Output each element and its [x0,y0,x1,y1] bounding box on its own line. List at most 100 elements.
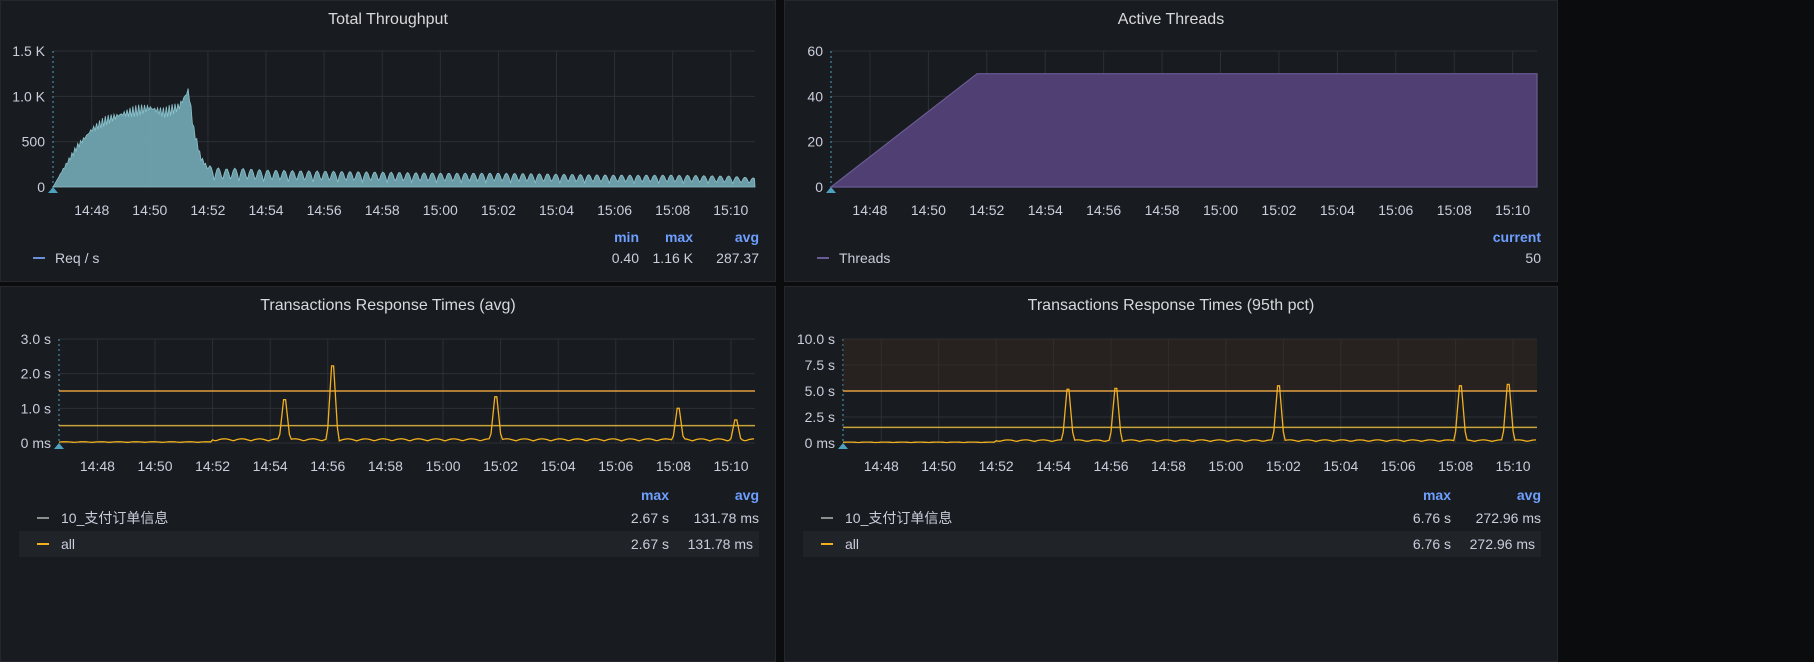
x-tick-label: 14:52 [979,458,1014,474]
legend-header-avg[interactable]: avg [734,229,759,245]
threshold-band-critical [843,339,1537,391]
annotation-marker-icon [838,443,848,449]
chart-svg: 1.5 K 1.0 K 500 0 14:48 14:50 14:52 14:54 14:56 1… [12,43,756,218]
series-color-swatch [821,543,833,545]
x-tick-label: 15:00 [1208,458,1243,474]
x-tick-label: 14:50 [132,202,167,218]
panel-response-times-95th[interactable]: Transactions Response Times (95th pct) 1… [784,286,1558,662]
legend-header-max[interactable]: max [1422,487,1451,503]
x-tick-label: 14:52 [969,202,1004,218]
panel-title[interactable]: Total Throughput [328,11,448,28]
chart-plot-area[interactable]: 10.0 s 7.5 s 5.0 s 2.5 s 0 ms 14:48 14:50 14:52… [793,329,1551,479]
chart-plot-area[interactable]: 1.5 K 1.0 K 500 0 14:48 14:50 14:52 14:54 14:56 1… [9,41,769,223]
legend-header-max[interactable]: max [640,487,669,503]
x-tick-label: 15:08 [1438,458,1473,474]
x-tick-label: 14:54 [1028,202,1063,218]
x-tick-label: 14:54 [1036,458,1071,474]
x-tick-label: 15:02 [481,202,516,218]
x-tick-label: 15:04 [1320,202,1355,218]
chart-plot-area[interactable]: 3.0 s 2.0 s 1.0 s 0 ms 14:48 14:50 14:52 14:54 1… [9,329,769,479]
y-tick-label: 0 [37,179,45,195]
series-area-req-s [52,88,756,188]
legend-value-max: 6.76 s [1412,536,1451,552]
x-tick-label: 14:50 [137,458,172,474]
x-tick-label: 14:56 [310,458,345,474]
panel-total-throughput[interactable]: Total Throughput 1.5 K 1.0 K 500 0 14:48 14:5… [0,0,776,282]
x-tick-label: 14:58 [365,202,400,218]
legend-header-min[interactable]: min [614,229,639,245]
legend-header-max[interactable]: max [664,229,693,245]
legend-row-all[interactable]: all 2.67 s 131.78 ms [19,531,759,557]
series-color-swatch [821,517,833,519]
x-tick-label: 14:48 [864,458,899,474]
legend-header-avg[interactable]: avg [1516,487,1541,503]
y-tick-label: 1.0 s [21,400,51,416]
x-tick-label: 14:52 [195,458,230,474]
x-tick-label: 15:06 [1381,458,1416,474]
x-tick-label: 15:08 [1437,202,1472,218]
x-tick-label: 15:00 [425,458,460,474]
y-tick-label: 10.0 s [797,331,835,347]
legend-value-max: 2.67 s [630,536,669,552]
x-tick-label: 15:06 [1378,202,1413,218]
legend-value-current: 50 [1525,250,1541,266]
x-tick-label: 14:58 [1151,458,1186,474]
legend-table: max avg 10_支付订单信息 6.76 s 272.96 ms all 6… [803,485,1541,561]
y-tick-label: 500 [22,134,46,150]
legend-row-series[interactable]: 10_支付订单信息 2.67 s 131.78 ms [19,505,759,531]
chart-svg: 3.0 s 2.0 s 1.0 s 0 ms 14:48 14:50 14:52 14:54 1… [21,331,755,474]
annotation-marker-icon [48,187,58,193]
legend-header-current[interactable]: current [1492,229,1541,245]
y-tick-label: 0 ms [21,435,51,451]
x-tick-label: 14:48 [80,458,115,474]
x-tick-label: 14:52 [190,202,225,218]
legend-row-series[interactable]: 10_支付订单信息 6.76 s 272.96 ms [803,505,1541,531]
x-tick-label: 15:00 [423,202,458,218]
legend-series-name: all [845,536,860,552]
legend-value-avg: 131.78 ms [687,536,753,552]
series-color-swatch [817,257,829,259]
y-tick-label: 0 ms [805,435,835,451]
legend-value-avg: 272.96 ms [1469,536,1535,552]
panel-active-threads[interactable]: Active Threads 60 40 20 0 14:48 14:50 14:52 14:… [784,0,1558,282]
legend-series-name: 10_支付订单信息 [845,510,953,526]
chart-plot-area[interactable]: 60 40 20 0 14:48 14:50 14:52 14:54 14:56 14:58 15:… [793,41,1551,223]
x-tick-label: 14:56 [1094,458,1129,474]
panel-title[interactable]: Active Threads [1117,11,1225,28]
legend-row-all[interactable]: all 6.76 s 272.96 ms [803,531,1541,557]
legend-table: max avg 10_支付订单信息 2.67 s 131.78 ms all 2… [19,485,759,561]
legend-series-name: Threads [839,250,891,266]
legend-header-avg[interactable]: avg [734,487,759,503]
panel-title[interactable]: Transactions Response Times (95th pct) [1027,297,1315,314]
x-tick-label: 14:50 [911,202,946,218]
x-tick-label: 15:04 [541,458,576,474]
legend-row-req-s[interactable]: Req / s 0.40 1.16 K 287.37 [19,245,759,271]
x-tick-label: 14:54 [253,458,288,474]
x-tick-label: 15:08 [655,202,690,218]
x-tick-label: 15:06 [598,458,633,474]
y-tick-label: 0 [815,179,823,195]
y-tick-label: 2.0 s [21,366,51,382]
legend-value-avg: 131.78 ms [693,510,759,526]
y-tick-label: 3.0 s [21,331,51,347]
x-tick-label: 14:56 [307,202,342,218]
x-tick-label: 15:06 [597,202,632,218]
legend-value-max: 2.67 s [630,510,669,526]
legend-table: min max avg Req / s 0.40 1.16 K 287.37 [19,227,759,275]
x-tick-label: 15:02 [1266,458,1301,474]
legend-value-avg: 287.37 [716,250,759,266]
x-tick-label: 15:04 [1323,458,1358,474]
y-tick-label: 40 [807,88,823,104]
series-color-swatch [37,517,49,519]
panel-response-times-avg[interactable]: Transactions Response Times (avg) 3.0 s 2… [0,286,776,662]
y-tick-label: 2.5 s [805,409,835,425]
x-tick-label: 15:10 [713,458,748,474]
x-tick-label: 15:10 [1496,458,1531,474]
annotation-marker-icon [54,443,64,449]
legend-series-name: Req / s [55,250,100,266]
series-line-all [58,365,755,444]
panel-title[interactable]: Transactions Response Times (avg) [260,297,516,314]
legend-value-avg: 272.96 ms [1475,510,1541,526]
legend-row-threads[interactable]: Threads 50 [803,245,1541,271]
x-tick-label: 15:00 [1203,202,1238,218]
